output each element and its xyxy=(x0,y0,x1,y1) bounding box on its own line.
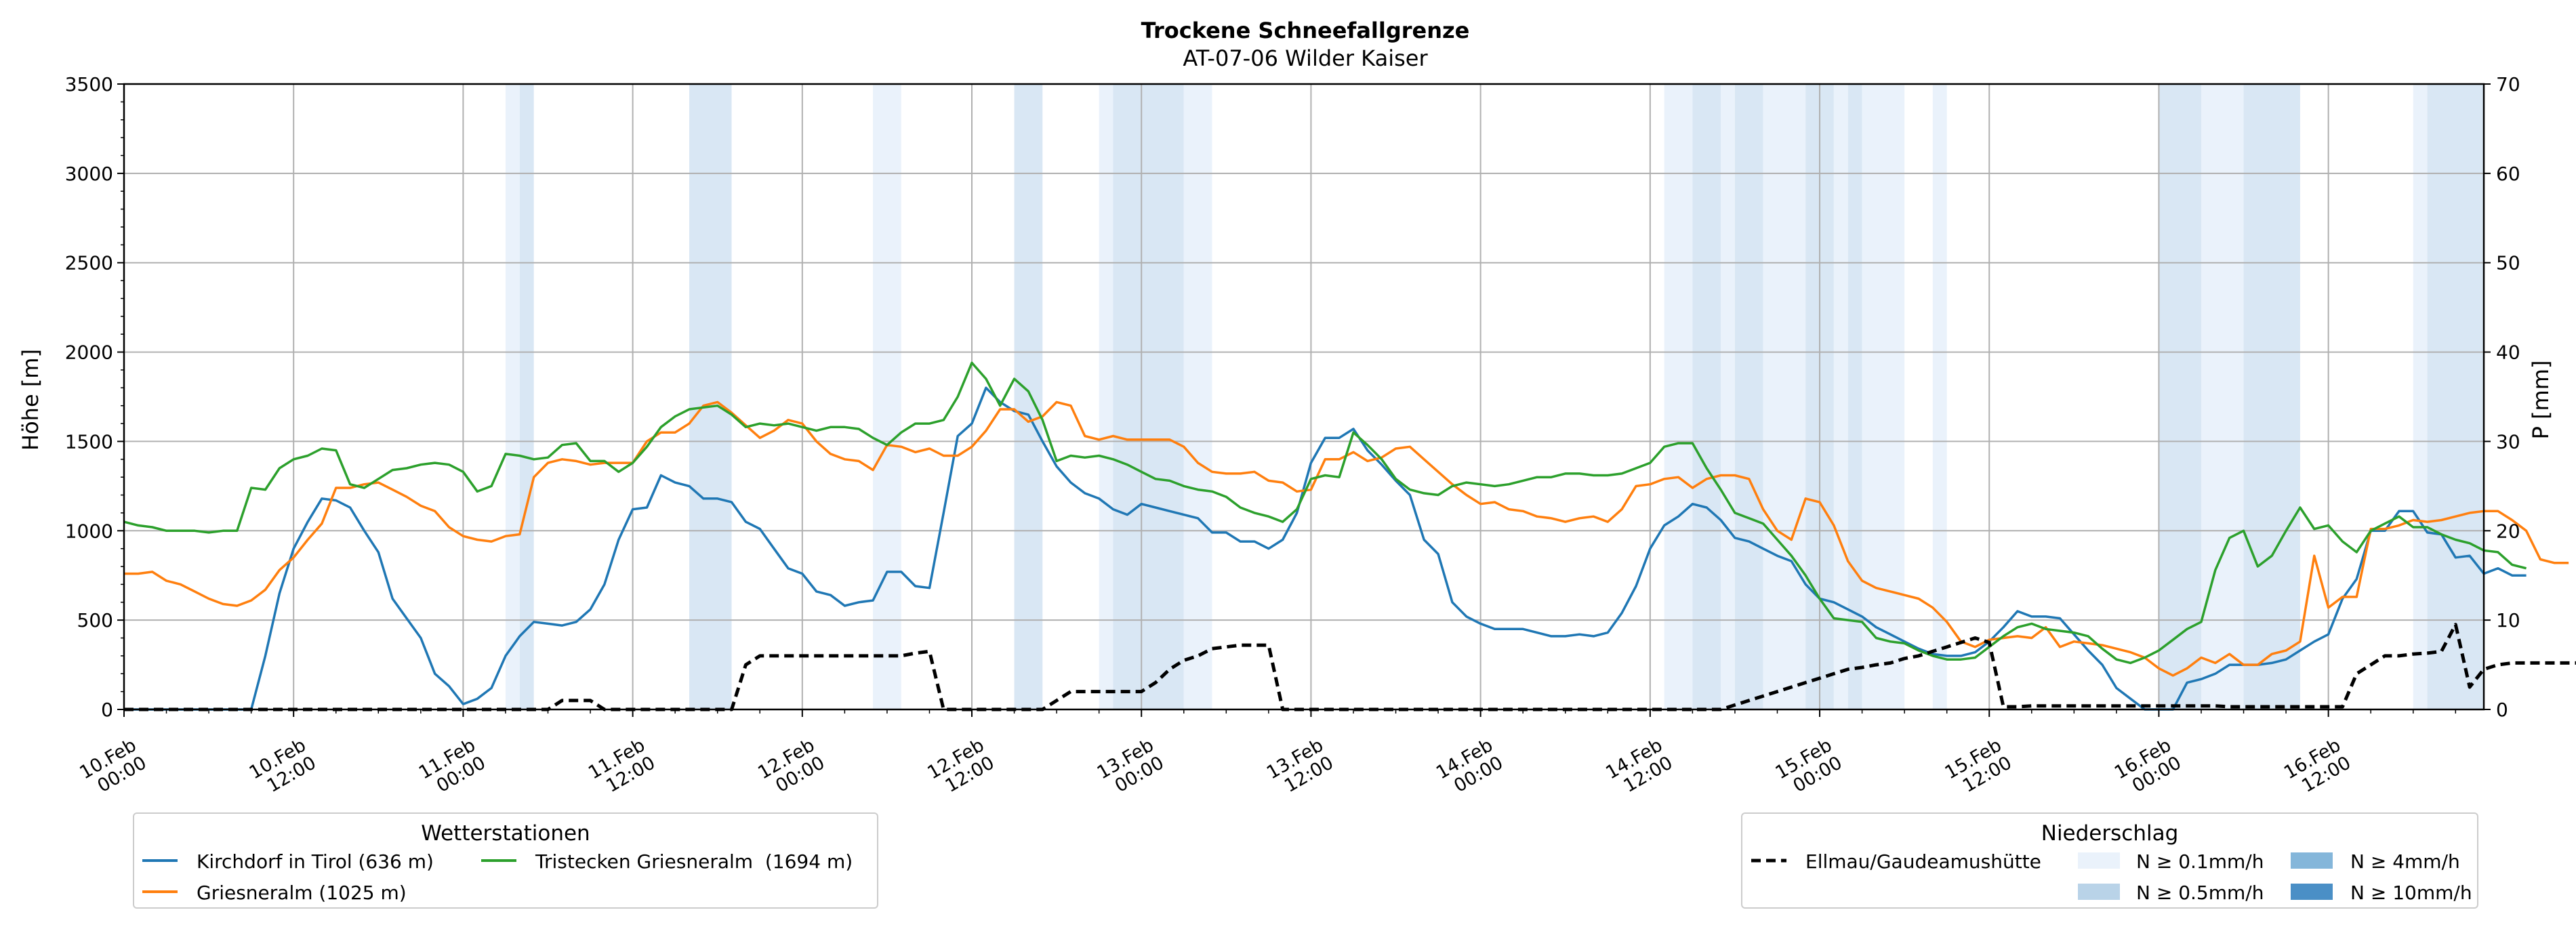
x-tick-label-12: 16.Feb00:00 xyxy=(2111,735,2185,801)
precip-band-10 xyxy=(1721,84,1735,709)
legend-label-ellmau: Ellmau/Gaudeamushütte xyxy=(1805,850,2041,873)
y-right-tick-label-2: 20 xyxy=(2496,520,2520,542)
precip-band-6 xyxy=(1113,84,1184,709)
legend-precip-title: Niederschlag xyxy=(2041,821,2179,846)
axes: 0 500 1000 1500 2000 2500 3000 3500 0 10 20 30 40 50 6… xyxy=(65,73,2520,801)
legend-label-n4: N ≥ 4mm/h xyxy=(2350,850,2460,873)
precip-band-2 xyxy=(689,84,732,709)
y-tick-label-4: 2000 xyxy=(65,342,113,364)
y-right-tick-label-5: 50 xyxy=(2496,252,2520,274)
y-tick-label-7: 3500 xyxy=(65,73,113,96)
precip-band-14 xyxy=(1833,84,1848,709)
x-tick-label-3: 11.Feb12:00 xyxy=(585,735,659,801)
y-tick-label-6: 3000 xyxy=(65,163,113,185)
y-axis-right-label: P [mm] xyxy=(2528,360,2554,440)
x-tick-label-13: 16.Feb12:00 xyxy=(2281,735,2354,801)
x-tick-label-11: 15.Feb12:00 xyxy=(1942,735,2016,801)
x-tick-label-8: 14.Feb00:00 xyxy=(1433,735,1507,801)
y-right-tick-label-3: 30 xyxy=(2496,430,2520,453)
precip-band-17 xyxy=(1932,84,1947,709)
precip-band-9 xyxy=(1692,84,1721,709)
precip-band-22 xyxy=(2427,84,2484,709)
legend-stations: Wetterstationen Kirchdorf in Tirol (636 … xyxy=(133,812,878,909)
legend-label-n10: N ≥ 10mm/h xyxy=(2350,882,2472,904)
y-tick-label-3: 1500 xyxy=(65,430,113,453)
precip-band-20 xyxy=(2243,84,2300,709)
x-tick-label-10: 15.Feb00:00 xyxy=(1772,735,1845,801)
legend-swatch-n01 xyxy=(2078,852,2120,869)
precip-band-12 xyxy=(1763,84,1806,709)
legend-swatch-n10 xyxy=(2291,884,2333,900)
y-right-tick-label-4: 40 xyxy=(2496,342,2520,364)
y-right-tick-label-6: 60 xyxy=(2496,163,2520,185)
precip-band-5 xyxy=(1099,84,1113,709)
y-right-tick-label-7: 70 xyxy=(2496,73,2520,96)
precip-band-21 xyxy=(2413,84,2428,709)
plot-frame xyxy=(123,83,2485,711)
legend-label-griesneralm: Griesneralm (1025 m) xyxy=(197,882,407,904)
precip-band-1 xyxy=(519,84,534,709)
precip-band-3 xyxy=(873,84,901,709)
x-tick-label-4: 12.Feb00:00 xyxy=(754,735,828,801)
y-axis-label: Höhe [m] xyxy=(18,349,43,451)
y-tick-label-1: 500 xyxy=(77,609,113,632)
legend-label-tristecken: Tristecken Griesneralm (1694 m) xyxy=(535,850,853,873)
x-tick-label-6: 13.Feb00:00 xyxy=(1094,735,1168,801)
series-line-2 xyxy=(123,361,2527,665)
precip-band-18 xyxy=(2159,84,2201,709)
y-tick-label-0: 0 xyxy=(101,699,113,721)
chart-title: Trockene Schneefallgrenze xyxy=(1141,18,1470,43)
precipitation-bands xyxy=(505,84,2484,709)
legend-swatch-n4 xyxy=(2291,852,2333,869)
precip-band-7 xyxy=(1183,84,1212,709)
legend-label-n01: N ≥ 0.1mm/h xyxy=(2136,850,2264,873)
precip-band-0 xyxy=(505,84,520,709)
precip-band-19 xyxy=(2201,84,2244,709)
x-tick-label-0: 10.Feb00:00 xyxy=(76,735,150,801)
legend-label-kirchdorf: Kirchdorf in Tirol (636 m) xyxy=(197,850,434,873)
x-tick-label-5: 12.Feb12:00 xyxy=(924,735,998,801)
y-right-tick-label-1: 10 xyxy=(2496,609,2520,632)
series-line-0 xyxy=(124,386,2527,711)
precip-band-8 xyxy=(1664,84,1693,709)
precip-band-11 xyxy=(1734,84,1763,709)
precip-band-16 xyxy=(1862,84,1905,709)
y-right-tick-label-0: 0 xyxy=(2496,699,2508,721)
x-tick-label-9: 14.Feb12:00 xyxy=(1602,735,1676,801)
y-tick-label-5: 2500 xyxy=(65,252,113,274)
x-tick-label-1: 10.Feb12:00 xyxy=(246,735,320,801)
y-tick-label-2: 1000 xyxy=(65,520,113,542)
legend-stations-title: Wetterstationen xyxy=(421,821,590,846)
x-tick-label-2: 11.Feb00:00 xyxy=(415,735,489,801)
legend-label-n05: N ≥ 0.5mm/h xyxy=(2136,882,2264,904)
x-tick-label-7: 13.Feb12:00 xyxy=(1263,735,1337,801)
legend-precipitation: Niederschlag Ellmau/Gaudeamushütte N ≥ 0… xyxy=(1741,812,2478,909)
precip-band-15 xyxy=(1847,84,1862,709)
chart-subtitle: AT-07-06 Wilder Kaiser xyxy=(1183,45,1428,71)
precip-band-4 xyxy=(1014,84,1043,709)
grid-lines xyxy=(123,83,2484,710)
legend-swatch-n05 xyxy=(2078,884,2120,900)
